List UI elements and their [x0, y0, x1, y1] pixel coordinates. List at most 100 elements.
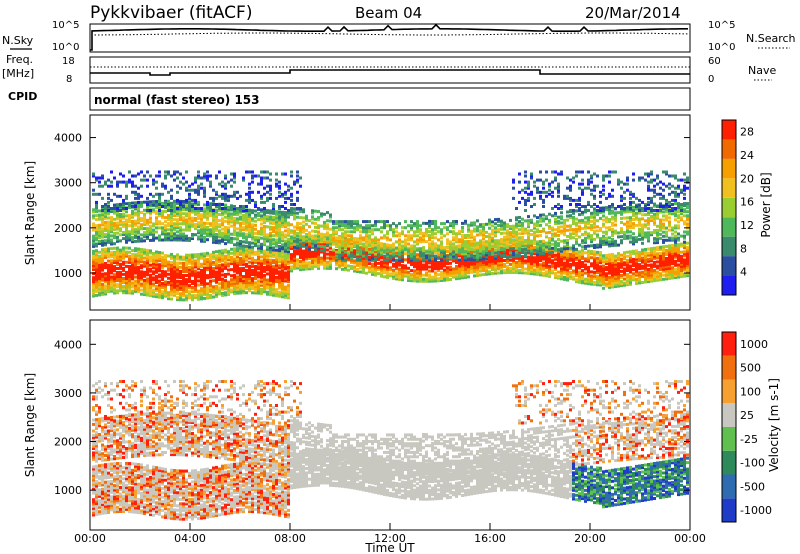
heatmap-cell	[536, 190, 539, 194]
heatmap-cell	[509, 262, 512, 266]
heatmap-cell	[146, 257, 149, 260]
heatmap-cell	[122, 203, 125, 206]
heatmap-cell	[101, 292, 104, 296]
heatmap-cell	[92, 228, 95, 232]
heatmap-cell	[491, 228, 494, 232]
heatmap-cell	[173, 228, 176, 232]
heatmap-cell	[386, 232, 389, 236]
heatmap-cell	[146, 261, 149, 265]
heatmap-cell	[161, 278, 164, 281]
heatmap-cell	[284, 241, 287, 245]
heatmap-cell	[197, 229, 200, 233]
heatmap-cell	[296, 238, 299, 242]
heatmap-cell	[134, 281, 137, 285]
heatmap-cell	[215, 284, 218, 288]
heatmap-cell	[101, 176, 104, 180]
heatmap-cell	[167, 293, 170, 297]
heatmap-cell	[533, 252, 536, 256]
heatmap-cell	[383, 248, 386, 252]
heatmap-cell	[341, 235, 344, 239]
heatmap-cell	[188, 218, 191, 222]
heatmap-cell	[527, 198, 530, 202]
heatmap-cell	[551, 214, 554, 218]
heatmap-cell	[302, 253, 305, 257]
heatmap-cell	[122, 262, 125, 266]
heatmap-cell	[302, 226, 305, 230]
heatmap-cell	[101, 276, 104, 280]
heatmap-cell	[464, 256, 467, 260]
heatmap-cell	[191, 259, 194, 263]
heatmap-cell	[392, 268, 395, 272]
heatmap-cell	[263, 276, 266, 279]
heatmap-cell	[185, 208, 188, 212]
heatmap-cell	[188, 274, 191, 277]
heatmap-cell	[467, 240, 470, 243]
heatmap-cell	[107, 271, 110, 275]
heatmap-cell	[236, 289, 239, 293]
heatmap-cell	[284, 257, 287, 261]
heatmap-cell	[176, 273, 179, 277]
heatmap-cell	[332, 222, 335, 226]
heatmap-cell	[245, 270, 248, 274]
heatmap-cell	[242, 246, 245, 250]
heatmap-cell	[248, 220, 251, 224]
heatmap-cell	[434, 277, 437, 281]
heatmap-cell	[506, 260, 509, 264]
heatmap-cell	[410, 234, 413, 238]
heatmap-cell	[305, 237, 308, 241]
heatmap-cell	[131, 221, 134, 225]
heatmap-cell	[221, 194, 224, 198]
heatmap-cell	[203, 176, 206, 180]
heatmap-cell	[146, 220, 149, 224]
heatmap-cell	[275, 178, 278, 182]
heatmap-cell	[482, 273, 485, 277]
heatmap-cell	[485, 257, 488, 261]
heatmap-cell	[167, 218, 170, 222]
heatmap-cell	[203, 229, 206, 233]
heatmap-cell	[539, 234, 542, 237]
heatmap-cell	[326, 266, 329, 270]
heatmap-cell	[461, 266, 464, 270]
heatmap-cell	[155, 295, 158, 299]
heatmap-cell	[293, 256, 296, 260]
heatmap-cell	[206, 174, 209, 178]
heatmap-cell	[368, 240, 371, 244]
heatmap-cell	[530, 190, 533, 194]
heatmap-cell	[104, 204, 107, 208]
heatmap-cell	[263, 288, 266, 292]
heatmap-cell	[215, 250, 218, 254]
heatmap-cell	[188, 214, 191, 218]
heatmap-cell	[254, 281, 257, 285]
heatmap-cell	[320, 234, 323, 238]
heatmap-cell	[212, 226, 215, 230]
heatmap-cell	[548, 237, 551, 240]
heatmap-cell	[413, 244, 416, 248]
heatmap-cell	[422, 273, 425, 277]
heatmap-cell	[215, 220, 218, 224]
heatmap-cell	[134, 190, 137, 194]
heatmap-cell	[242, 226, 245, 230]
heatmap-cell	[107, 263, 110, 267]
heatmap-cell	[317, 262, 320, 266]
heatmap-cell	[251, 209, 254, 213]
heatmap-cell	[530, 272, 533, 276]
heatmap-cell	[113, 289, 116, 293]
heatmap-cell	[257, 273, 260, 277]
heatmap-cell	[545, 241, 548, 245]
heatmap-cell	[233, 243, 236, 247]
heatmap-cell	[311, 234, 314, 238]
heatmap-cell	[485, 251, 488, 255]
heatmap-cell	[218, 253, 221, 257]
heatmap-cell	[146, 250, 149, 254]
heatmap-cell	[185, 236, 188, 240]
heatmap-cell	[311, 267, 314, 271]
heatmap-cell	[392, 264, 395, 268]
heatmap-cell	[542, 267, 545, 271]
heatmap-cell	[344, 222, 347, 226]
heatmap-cell	[416, 277, 419, 281]
heatmap-cell	[251, 260, 254, 264]
heatmap-cell	[449, 261, 452, 265]
heatmap-cell	[95, 232, 98, 236]
heatmap-cell	[437, 246, 440, 250]
heatmap-cell	[95, 271, 98, 275]
